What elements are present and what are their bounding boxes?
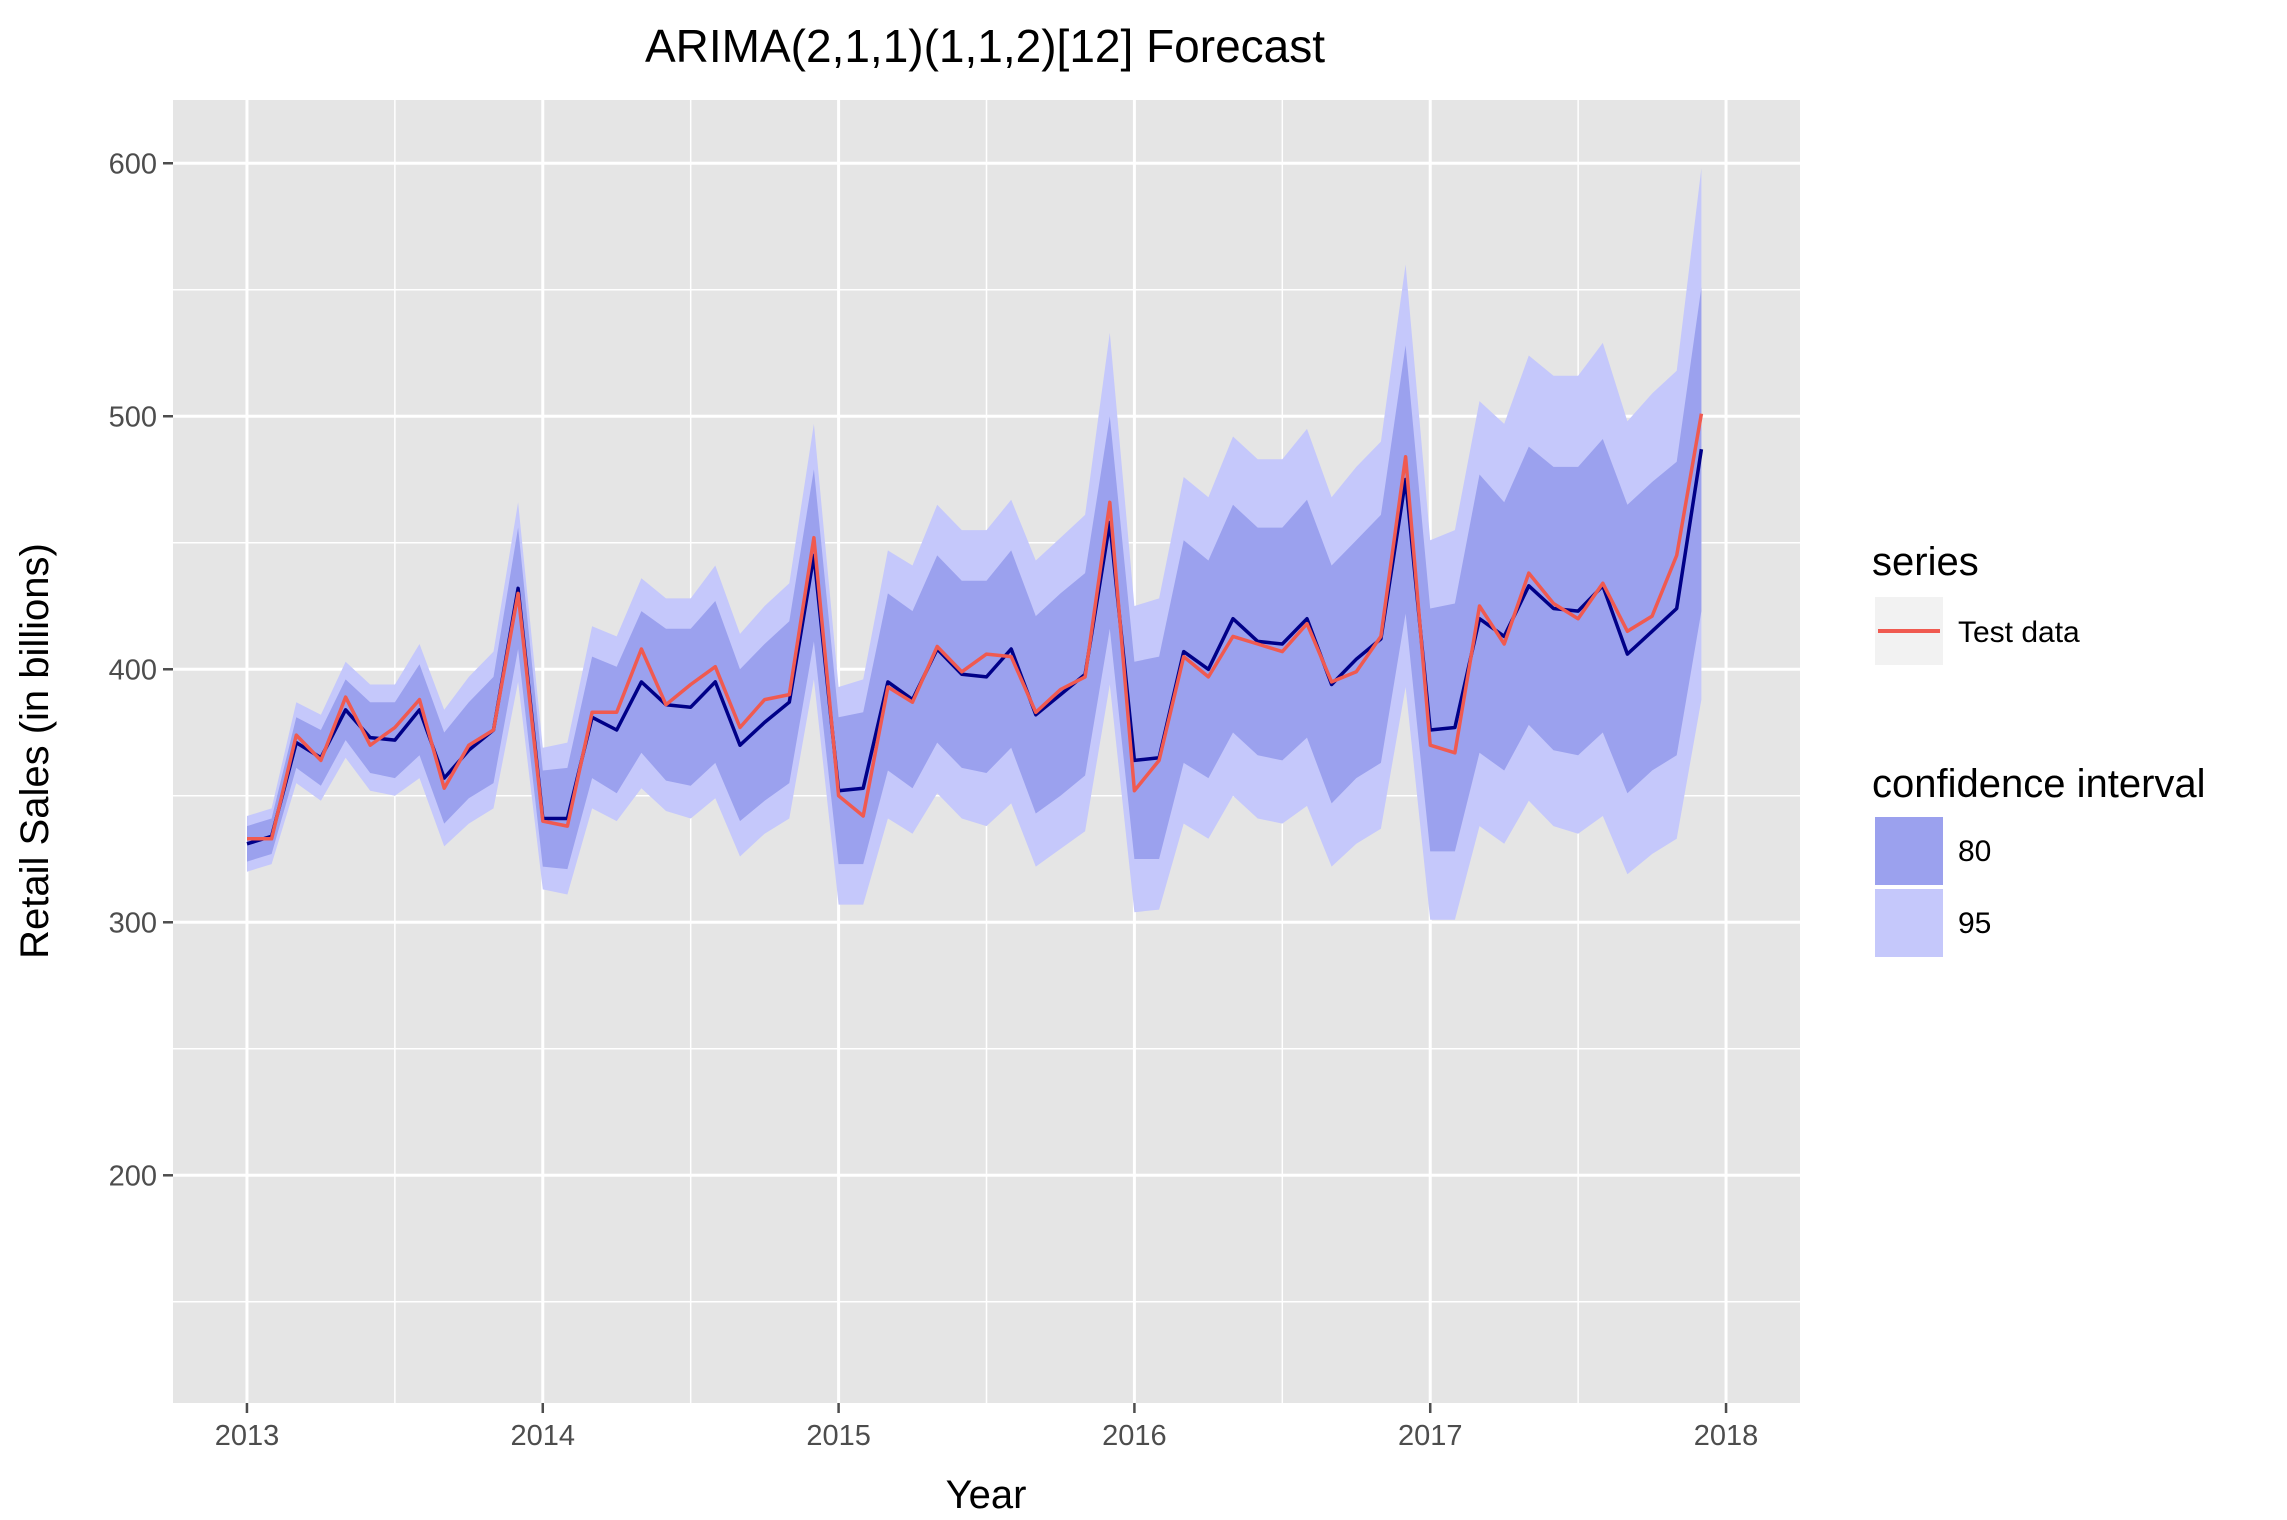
axis-ticks: 200 300 400 500 600 2013 2014 2015 2016 2017 2018 [109, 148, 1759, 1452]
chart-title: ARIMA(2,1,1)(1,1,2)[12] Forecast [645, 20, 1325, 72]
y-tick-label: 300 [109, 907, 157, 939]
x-axis-label: Year [946, 1473, 1027, 1517]
x-tick-label: 2014 [511, 1420, 576, 1452]
legend-ci80-label: 80 [1958, 835, 1991, 868]
legend-test-data-label: Test data [1958, 616, 2080, 649]
legend-ci95-swatch [1875, 889, 1943, 957]
legend-ci-title: confidence interval [1872, 762, 2206, 806]
x-tick-label: 2013 [215, 1420, 280, 1452]
y-tick-label: 600 [109, 148, 157, 180]
test-data-line [247, 413, 1704, 841]
x-tick-label: 2015 [806, 1420, 871, 1452]
y-tick-label: 500 [109, 401, 157, 433]
x-tick-label: 2018 [1694, 1420, 1759, 1452]
confidence-ribbons [247, 168, 1702, 920]
legend: series Test data confidence interval 80 … [1872, 540, 2206, 957]
ci80-ribbon [247, 287, 1702, 870]
legend-ci80-swatch [1875, 817, 1943, 885]
series-lines [246, 413, 1704, 846]
y-axis-label: Retail Sales (in billions) [13, 543, 57, 959]
legend-series-title: series [1872, 540, 1979, 584]
y-tick-label: 400 [109, 654, 157, 686]
legend-ci95-label: 95 [1958, 907, 1991, 940]
y-tick-label: 200 [109, 1160, 157, 1192]
x-tick-label: 2017 [1398, 1420, 1463, 1452]
x-tick-label: 2016 [1102, 1420, 1167, 1452]
